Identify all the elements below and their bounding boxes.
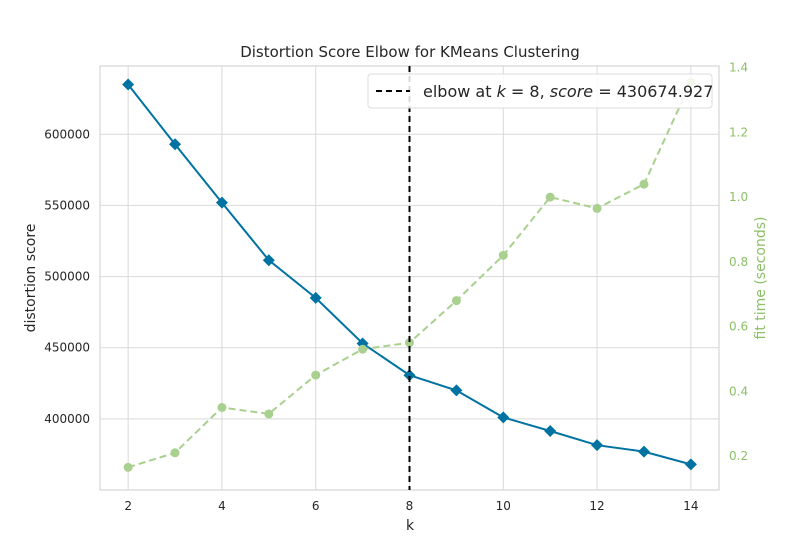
distortion-point [122,78,135,91]
y-axis-label: distortion score [23,224,39,333]
distortion-point [450,384,463,397]
x-tick-label: 8 [406,499,414,513]
y-tick-label: 450000 [44,341,90,355]
fit-time-point [545,192,555,202]
distortion-point [262,254,275,267]
fit-time-point [358,344,368,354]
fit-time-point [498,250,508,260]
fit-time-point [217,402,227,412]
fit-time-point [311,370,321,380]
x-tick-label: 12 [589,499,604,513]
y2-axis-label: fit time (seconds) [753,217,769,340]
distortion-point [497,411,510,424]
x-tick-label: 10 [496,499,511,513]
fit-time-point [123,462,133,472]
legend-box [367,73,713,109]
distortion-point [169,138,182,151]
fit-time-point [264,409,274,419]
chart-title: Distortion Score Elbow for KMeans Cluste… [240,43,580,61]
y2-tick-label: 1.0 [729,190,748,204]
tick-labels: 2 4 6 8 10 12 14 400000 450000 500000 550000 600000… [44,61,748,513]
x-tick-label: 4 [218,499,226,513]
y2-tick-label: 1.4 [729,61,748,75]
x-axis-label: k [406,518,415,534]
fit-time-point [639,179,649,189]
distortion-point [637,445,650,458]
y2-tick-label: 0.2 [729,449,748,463]
x-tick-label: 2 [124,499,132,513]
distortion-point [309,291,322,304]
legend-k-var: k [497,82,507,101]
y2-tick-label: 0.4 [729,384,748,398]
y-tick-label: 400000 [44,412,90,426]
distortion-point [215,196,228,209]
legend: elbow at k = 8, score = 430674.927 [367,73,713,109]
y-tick-label: 550000 [44,198,90,212]
x-tick-label: 14 [683,499,698,513]
y-tick-label: 500000 [44,270,90,284]
y-tick-label: 600000 [44,127,90,141]
y2-tick-label: 0.6 [729,320,748,334]
distortion-point [684,458,697,471]
distortion-point [591,439,604,452]
distortion-point [544,424,557,437]
legend-eq2: = 430674.927 [593,82,713,101]
legend-score-var: score [550,82,594,101]
y2-tick-label: 1.2 [729,125,748,139]
fit-time-point [170,448,180,458]
fit-time-point [592,203,602,213]
legend-eq1: = 8, [506,82,550,101]
x-tick-label: 6 [312,499,320,513]
fit-time-point [405,338,414,348]
fit-time-point [451,296,461,306]
legend-text: elbow at k = 8, score = 430674.927 [423,82,713,101]
y2-tick-label: 0.8 [729,255,748,269]
distortion-point [403,369,416,382]
legend-prefix: elbow at [423,82,497,101]
